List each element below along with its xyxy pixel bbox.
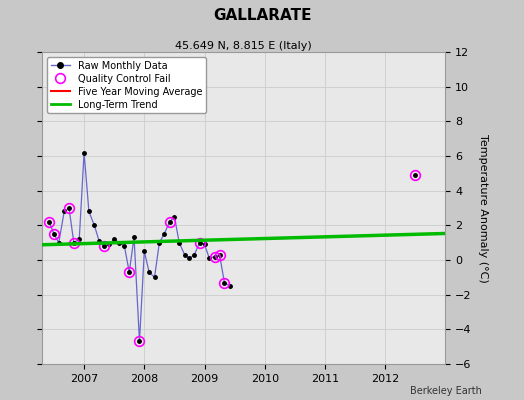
Text: GALLARATE: GALLARATE [213, 8, 311, 23]
Y-axis label: Temperature Anomaly (°C): Temperature Anomaly (°C) [478, 134, 488, 282]
Legend: Raw Monthly Data, Quality Control Fail, Five Year Moving Average, Long-Term Tren: Raw Monthly Data, Quality Control Fail, … [47, 57, 206, 113]
Title: 45.649 N, 8.815 E (Italy): 45.649 N, 8.815 E (Italy) [176, 41, 312, 51]
Text: Berkeley Earth: Berkeley Earth [410, 386, 482, 396]
